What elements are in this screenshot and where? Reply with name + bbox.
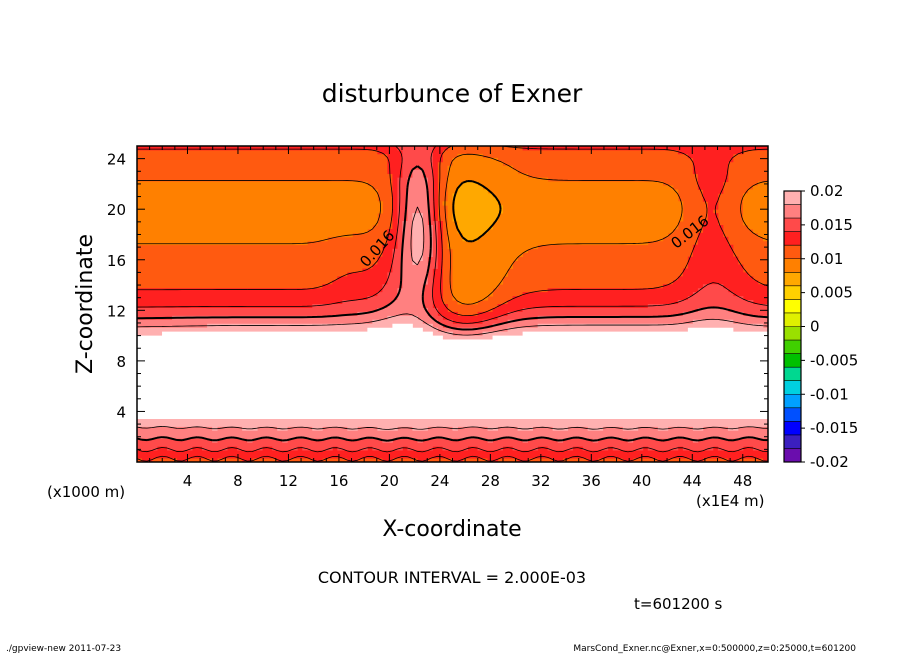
colorbar-swatch (784, 421, 801, 436)
x-tick-label: 48 (733, 472, 752, 490)
colorbar-swatch (784, 191, 801, 205)
colorbar-tick-labels: 0.02 0.015 0.01 0.005 0 -0.005 -0.01 -0.015 -0.0… (801, 182, 858, 471)
x-tick-label: 16 (329, 472, 348, 490)
colorbar-tick-label: 0 (810, 318, 820, 336)
y-tick-label: 24 (107, 151, 126, 169)
y-tick-label: 12 (107, 302, 126, 320)
contour-fill-bands (137, 146, 769, 463)
y-tick-label: 4 (116, 403, 126, 421)
contour-line (136, 153, 769, 305)
x-tick-label: 36 (582, 472, 601, 490)
colorbar-swatch (784, 367, 801, 381)
x-tick-label: 44 (683, 472, 702, 490)
plot-area (136, 145, 769, 463)
time-text: t=601200 s (634, 595, 722, 613)
y-tick-labels: 4 8 12 16 20 24 (107, 151, 126, 422)
x-tick-label: 40 (632, 472, 651, 490)
y-axis-label: Z-coordinate (73, 234, 98, 374)
colorbar-swatch (784, 326, 801, 341)
colorbar-swatch (784, 285, 801, 300)
colorbar-swatch (784, 434, 801, 449)
y-tick-label: 16 (107, 252, 126, 270)
contour-line (136, 165, 769, 442)
colorbar-swatch (784, 258, 801, 273)
x-axis-label: X-coordinate (382, 517, 521, 542)
colorbar-tick-label: -0.005 (810, 351, 858, 369)
x-units-right: (x1E4 m) (696, 492, 765, 510)
colorbar-tick-label: 0.01 (810, 250, 843, 268)
chart-title: disturbunce of Exner (322, 79, 583, 108)
colorbar-swatch (784, 245, 801, 260)
colorbar-tick-label: -0.02 (810, 453, 849, 471)
contour-band (137, 323, 769, 419)
contour-band (137, 146, 769, 463)
contour-band (137, 153, 769, 305)
colorbar-swatch (784, 272, 801, 287)
footer-right: MarsCond_Exner.nc@Exner,x=0:500000,z=0:2… (573, 644, 856, 654)
x-tick-label: 24 (430, 472, 449, 490)
colorbar-swatch (784, 299, 801, 314)
colorbar-swatch (784, 312, 801, 327)
x-tick-label: 32 (531, 472, 550, 490)
contour-line (452, 179, 502, 243)
colorbar-swatch (784, 380, 801, 395)
x-tick-labels: 4 8 12 16 20 24 28 32 36 40 44 48 (183, 472, 753, 490)
y-tick-label: 8 (116, 353, 126, 371)
colorbar-swatch (784, 204, 801, 219)
colorbar-swatch (784, 231, 801, 246)
colorbar-tick-label: 0.015 (810, 216, 853, 234)
colorbar-tick-label: -0.01 (810, 385, 849, 403)
x-tick-label: 8 (233, 472, 243, 490)
colorbar-tick-label: 0.02 (810, 182, 843, 200)
contour-band (137, 146, 769, 463)
colorbar-tick-label: -0.015 (810, 419, 858, 437)
x-tick-label: 20 (380, 472, 399, 490)
colorbar-tick-label: 0.005 (810, 284, 853, 302)
colorbar-swatch (784, 340, 801, 354)
x-tick-label: 4 (183, 472, 193, 490)
colorbar-swatch (784, 407, 801, 422)
colorbar-swatch (784, 353, 801, 368)
x-tick-label: 28 (481, 472, 500, 490)
contour-line (136, 145, 769, 453)
x-tick-label: 12 (279, 472, 298, 490)
colorbar (783, 190, 802, 463)
axis-ticks (137, 146, 768, 462)
y-tick-label: 20 (107, 201, 126, 219)
footer-left: ./gpview-new 2011-07-23 (6, 644, 121, 654)
contour-interval-text: CONTOUR INTERVAL = 2.000E-03 (318, 568, 586, 587)
colorbar-swatch (784, 448, 801, 463)
contour-line (136, 206, 769, 430)
contour-lines (136, 145, 769, 462)
colorbar-swatch (784, 218, 801, 232)
x-units-left: (x1000 m) (47, 483, 125, 501)
colorbar-swatch (784, 394, 801, 409)
